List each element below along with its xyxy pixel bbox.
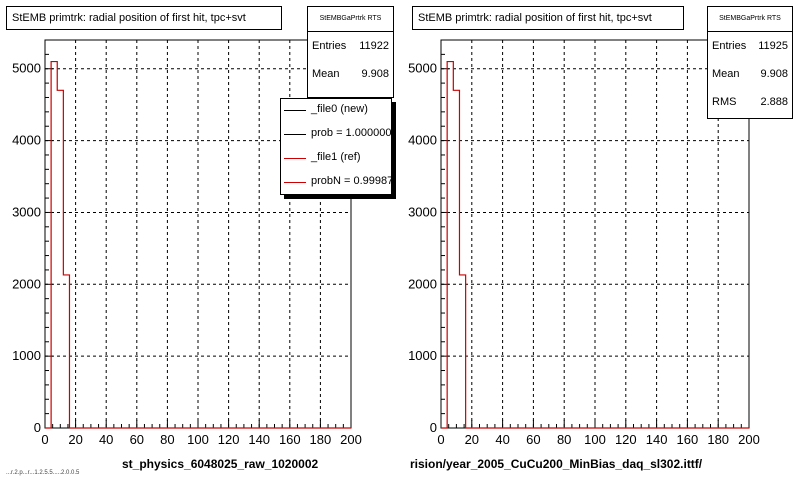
- x-tick-label: 80: [557, 432, 571, 447]
- y-tick-label: 1000: [408, 348, 437, 363]
- legend-entry: prob = 1.000000: [281, 123, 391, 147]
- stats-value: 2.888: [760, 96, 788, 108]
- stats-label: Mean: [712, 68, 740, 80]
- x-tick-label: 120: [218, 432, 240, 447]
- x-tick-label: 200: [340, 432, 362, 447]
- pad1-legend: _file0 (new) prob = 1.000000 _file1 (ref…: [280, 98, 392, 195]
- stats-value: 11922: [359, 40, 389, 52]
- pad2-stats-row-mean: Mean 9.908: [708, 60, 792, 88]
- stats-label: Entries: [312, 40, 347, 52]
- x-tick-label: 140: [646, 432, 668, 447]
- pad2-file-label: rision/year_2005_CuCu200_MinBias_daq_sl3…: [410, 457, 703, 471]
- pad2-stats-name: StEMBGaPrtrk RTS: [708, 7, 792, 32]
- x-tick-label: 20: [465, 432, 479, 447]
- x-tick-label: 200: [738, 432, 760, 447]
- x-tick-label: 100: [187, 432, 209, 447]
- histogram-bin: [459, 275, 465, 428]
- legend-label: probN = 0.99987: [311, 175, 392, 187]
- stats-label: Mean: [312, 68, 340, 80]
- histogram-bin: [453, 90, 459, 428]
- x-tick-label: 120: [615, 432, 637, 447]
- y-tick-label: 0: [34, 420, 41, 435]
- histogram-bin: [447, 62, 453, 428]
- histogram-bin: [57, 90, 63, 428]
- stats-value: 11925: [758, 40, 788, 52]
- legend-line-swatch: [284, 110, 306, 111]
- stats-value: 9.908: [760, 68, 788, 80]
- legend-line-swatch: [284, 134, 306, 135]
- histogram-bin: [51, 62, 57, 428]
- legend-entry: _file0 (new): [281, 99, 391, 123]
- histogram-bin: [63, 275, 69, 428]
- x-tick-label: 40: [495, 432, 509, 447]
- x-tick-label: 0: [437, 432, 444, 447]
- pad2-title-text: StEMB primtrk: radial position of first …: [418, 12, 652, 24]
- x-tick-label: 40: [99, 432, 113, 447]
- legend-line-swatch: [284, 182, 306, 183]
- x-tick-label: 20: [68, 432, 82, 447]
- x-tick-label: 140: [248, 432, 270, 447]
- stats-value: 9.908: [361, 68, 389, 80]
- y-tick-label: 2000: [12, 276, 41, 291]
- y-tick-label: 4000: [408, 133, 437, 148]
- histogram-series-line: [45, 60, 351, 429]
- x-tick-label: 160: [279, 432, 301, 447]
- legend-label: _file1 (ref): [311, 151, 361, 163]
- pad2-stats-box: StEMBGaPrtrk RTS Entries 11925 Mean 9.90…: [707, 6, 793, 119]
- y-tick-label: 2000: [408, 276, 437, 291]
- x-tick-label: 60: [526, 432, 540, 447]
- pad1-stats-row-mean: Mean 9.908: [308, 60, 393, 88]
- pad1-footer-small: ...r.2.p...r...1.2.5.5.....2.0.0.5: [6, 470, 80, 476]
- y-tick-label: 1000: [12, 348, 41, 363]
- x-tick-label: 180: [707, 432, 729, 447]
- x-tick-label: 180: [310, 432, 332, 447]
- pad2-stats-row-rms: RMS 2.888: [708, 88, 792, 116]
- x-tick-label: 160: [677, 432, 699, 447]
- y-tick-label: 5000: [12, 61, 41, 76]
- pad1-stats-row-entries: Entries 11922: [308, 32, 393, 60]
- legend-line-swatch: [284, 158, 306, 159]
- stats-label: RMS: [712, 96, 737, 108]
- pad2-stats-row-entries: Entries 11925: [708, 32, 792, 60]
- y-tick-label: 4000: [12, 133, 41, 148]
- pad1-stats-name: StEMBGaPrtrk RTS: [308, 7, 393, 32]
- x-tick-label: 100: [584, 432, 606, 447]
- pad1-file-label: st_physics_6048025_raw_1020002: [122, 457, 319, 471]
- x-tick-label: 80: [160, 432, 174, 447]
- legend-entry: _file1 (ref): [281, 147, 391, 171]
- legend-label: _file0 (new): [311, 103, 368, 115]
- stats-label: Entries: [712, 40, 747, 52]
- legend-entry: probN = 0.99987: [281, 171, 392, 194]
- x-tick-label: 60: [130, 432, 144, 447]
- pad1-title: StEMB primtrk: radial position of first …: [6, 6, 282, 30]
- y-tick-label: 3000: [12, 204, 41, 219]
- pad2-title: StEMB primtrk: radial position of first …: [412, 6, 684, 30]
- pad1-title-text: StEMB primtrk: radial position of first …: [12, 12, 246, 24]
- legend-label: prob = 1.000000: [311, 127, 392, 139]
- y-tick-label: 0: [430, 420, 437, 435]
- pad1-stats-box: StEMBGaPrtrk RTS Entries 11922 Mean 9.90…: [307, 6, 394, 98]
- y-tick-label: 3000: [408, 204, 437, 219]
- histogram-series-line: [441, 60, 749, 429]
- x-tick-label: 0: [41, 432, 48, 447]
- y-tick-label: 5000: [408, 61, 437, 76]
